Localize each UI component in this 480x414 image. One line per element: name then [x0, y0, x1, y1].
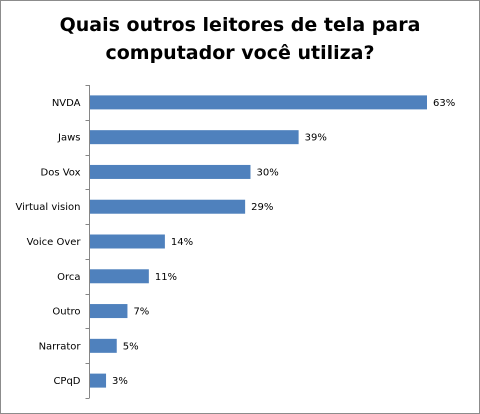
bar — [90, 95, 427, 110]
value-label: 30% — [256, 167, 278, 178]
value-label: 39% — [305, 133, 327, 144]
value-label: 14% — [171, 237, 193, 248]
category-label: Outro — [52, 307, 80, 318]
bar — [90, 269, 149, 284]
bar — [90, 164, 251, 179]
value-label: 63% — [433, 98, 455, 109]
value-label: 7% — [133, 307, 149, 318]
value-label: 11% — [155, 272, 177, 283]
bar — [90, 373, 107, 388]
bar — [90, 130, 299, 145]
chart-title-line-1: Quais outros leitores de tela para — [59, 14, 421, 36]
value-label: 5% — [123, 341, 139, 352]
bar — [90, 338, 117, 353]
bar — [90, 199, 246, 214]
bar — [90, 234, 165, 249]
category-label: Voice Over — [27, 237, 82, 248]
bar — [90, 304, 128, 319]
chart-title: Quais outros leitores de tela para compu… — [11, 11, 469, 67]
category-label: Virtual vision — [16, 202, 81, 213]
category-label: Orca — [57, 272, 80, 283]
category-label: Narrator — [39, 341, 82, 352]
category-label: Dos Vox — [41, 167, 81, 178]
value-label: 3% — [112, 376, 128, 387]
category-label: Jaws — [57, 133, 80, 144]
category-label: NVDA — [52, 98, 81, 109]
value-label: 29% — [251, 202, 273, 213]
chart-title-line-2: computador você utiliza? — [105, 42, 375, 64]
category-label: CPqD — [53, 376, 80, 387]
